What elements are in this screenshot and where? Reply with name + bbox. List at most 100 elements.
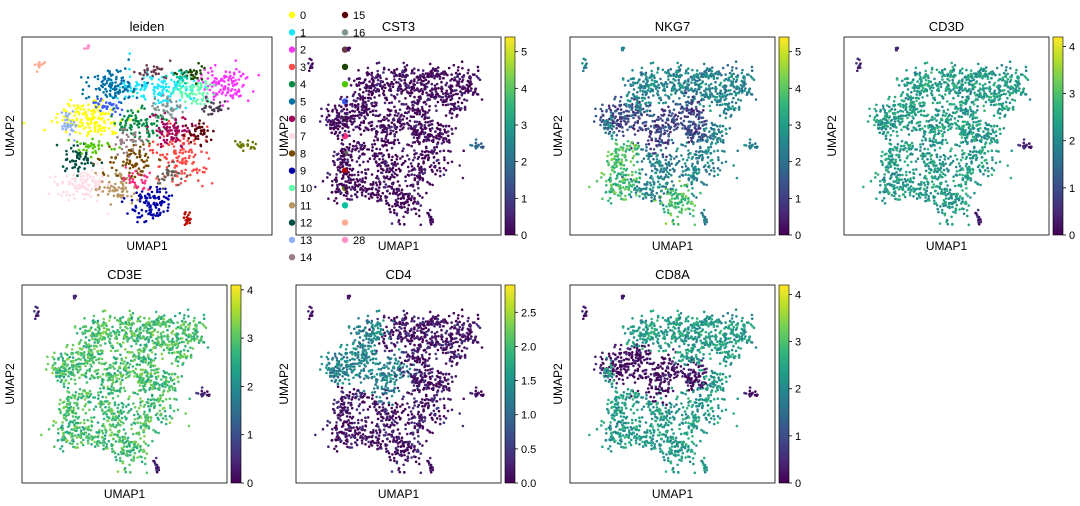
data-point [379,195,383,198]
data-point [340,105,343,109]
data-point [96,162,99,165]
data-point [645,78,648,81]
data-point [619,180,623,183]
data-point [87,108,90,112]
data-point [409,115,413,118]
data-point [185,92,188,96]
data-point [362,189,365,192]
data-point [110,113,114,116]
data-point [650,69,653,73]
data-point [139,118,143,122]
data-point [353,91,357,94]
data-point [435,151,439,155]
data-point [118,146,121,149]
data-point [686,136,690,139]
data-point [109,89,112,93]
data-point [692,214,695,218]
data-point [466,71,470,75]
data-point [418,194,422,198]
data-point [169,122,172,125]
data-point [607,199,610,203]
data-point [466,87,470,91]
data-point [153,196,156,200]
colorbar-tick-label: 4 [521,83,527,95]
data-point [403,205,406,209]
data-point [619,95,623,99]
data-point [157,208,161,211]
legend-label: 14 [300,252,312,264]
data-point [391,166,395,170]
data-point [697,135,701,139]
data-point [94,105,98,109]
data-point [464,89,468,93]
data-point [126,212,129,215]
data-point [728,71,732,75]
data-point [194,124,197,127]
data-point [121,118,124,121]
data-point [410,165,414,168]
data-point [185,77,189,80]
data-point [363,144,367,148]
data-point [157,195,161,199]
data-point [349,115,353,118]
data-point [613,116,616,120]
data-point [327,103,330,107]
data-point [624,173,627,177]
data-point [160,67,164,71]
data-point [394,168,398,172]
data-point [203,66,206,70]
data-point [393,78,396,81]
data-point [686,82,689,86]
data-point [716,92,719,95]
data-point [342,194,346,197]
data-point [167,198,170,201]
data-point [111,96,115,100]
data-point [680,200,683,204]
data-point [459,90,462,93]
data-point [126,194,129,198]
data-point [396,155,399,158]
data-point [626,128,629,132]
data-point [701,93,705,97]
data-point [624,169,628,172]
data-point [357,110,361,114]
data-point [151,216,155,220]
data-point [166,209,169,213]
data-point [141,181,145,184]
data-point [629,160,633,163]
data-point [125,138,128,142]
data-point [454,127,458,130]
data-point [369,124,373,128]
data-point [684,79,687,83]
data-point [650,73,654,76]
data-point [384,199,388,202]
data-point [175,183,178,187]
data-point [393,162,396,165]
data-point [149,210,153,214]
data-point [172,160,175,164]
data-point [356,97,360,100]
data-point [469,77,472,80]
data-point [621,175,624,178]
data-point [717,128,720,131]
data-point [362,91,365,94]
data-point [634,193,638,197]
data-point [187,150,191,154]
data-point [651,152,655,155]
data-point [192,85,196,88]
data-point [475,75,479,78]
data-point [97,143,101,146]
data-point [362,111,366,114]
data-point [698,82,702,86]
data-point [335,180,338,184]
data-point [96,124,99,128]
data-point [355,178,359,181]
data-point [608,197,612,200]
data-point [635,185,639,188]
data-point [672,117,675,120]
data-point [205,151,208,154]
data-point [429,74,433,78]
data-point [335,173,338,176]
data-point [174,87,177,91]
data-point [97,102,100,105]
